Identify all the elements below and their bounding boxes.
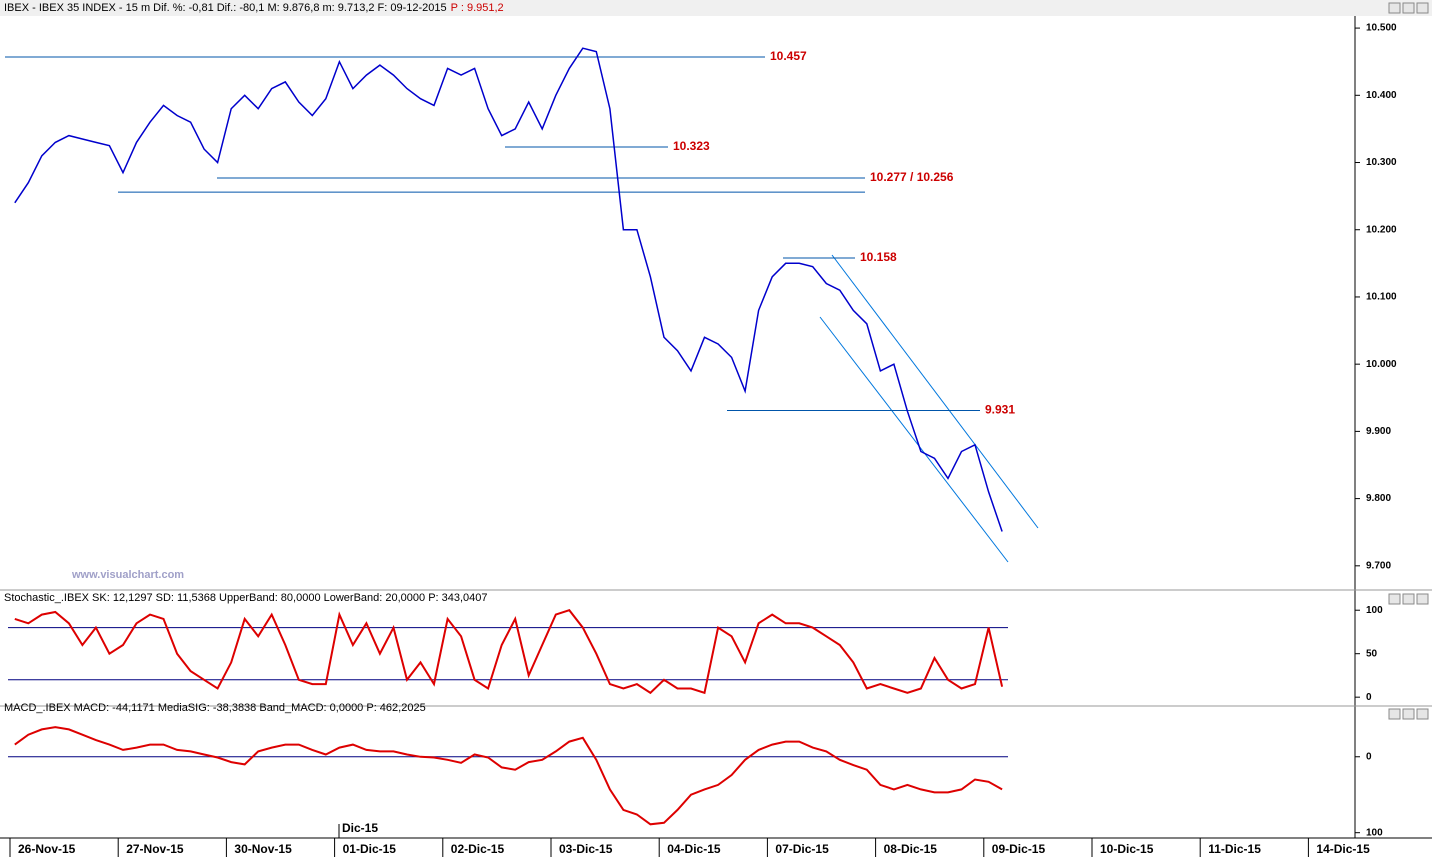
x-tick-label: 30-Nov-15 (234, 842, 292, 856)
trend-channel-upper (831, 254, 1039, 529)
series-line (14, 609, 1004, 695)
series-line (14, 47, 1003, 532)
level-label: 10.323 (673, 139, 710, 153)
x-tick-label: 27-Nov-15 (126, 842, 184, 856)
y-tick-label: 10.400 (1366, 90, 1397, 101)
x-tick-label: 11-Dic-15 (1208, 842, 1261, 856)
minimize-button[interactable] (1388, 2, 1401, 14)
y-tick-label: 100 (1366, 605, 1383, 616)
header-price: P : 9.951,2 (451, 2, 504, 14)
panel-title: MACD_.IBEX MACD: -44,1171 MediaSIG: -38,… (4, 702, 426, 714)
y-tick-label: 10.200 (1366, 224, 1397, 235)
x-tick-label: 07-Dic-15 (775, 842, 829, 856)
y-tick-label: 10.300 (1366, 157, 1397, 168)
chart-title: IBEX - IBEX 35 INDEX - 15 m Dif. %: -0,8… (4, 2, 504, 14)
y-tick-label: 10.500 (1366, 23, 1397, 34)
x-tick-label: 08-Dic-15 (884, 842, 938, 856)
x-tick-label: 26-Nov-15 (18, 842, 76, 856)
x-tick-label: 10-Dic-15 (1100, 842, 1154, 856)
month-label: Dic-15 (342, 821, 378, 835)
close-button[interactable] (1416, 593, 1429, 605)
x-tick-label: 09-Dic-15 (992, 842, 1046, 856)
x-tick-label: 04-Dic-15 (667, 842, 721, 856)
x-tick-label: 14-Dic-15 (1316, 842, 1370, 856)
y-tick-label: 10.100 (1366, 292, 1397, 303)
level-label: 9.931 (985, 403, 1015, 417)
watermark: www.visualchart.com (71, 569, 184, 581)
header-title: IBEX - IBEX 35 INDEX - 15 m Dif. %: -0,8… (4, 2, 447, 14)
y-tick-label: 9.900 (1366, 426, 1391, 437)
y-tick-label: 9.800 (1366, 493, 1391, 504)
x-tick-label: 01-Dic-15 (343, 842, 397, 856)
window-buttons[interactable] (1388, 2, 1429, 720)
level-label: 10.277 / 10.256 (870, 170, 954, 184)
y-tick-label: 9.700 (1366, 560, 1391, 571)
x-tick-label: 03-Dic-15 (559, 842, 613, 856)
maximize-button[interactable] (1402, 2, 1415, 14)
trend-channel-lower (819, 316, 1009, 563)
series-line (14, 726, 1003, 826)
y-tick-label: 50 (1366, 648, 1378, 659)
y-tick-label: 100 (1366, 827, 1383, 838)
y-tick-label: 0 (1366, 692, 1372, 703)
minimize-button[interactable] (1388, 593, 1401, 605)
close-button[interactable] (1416, 2, 1429, 14)
maximize-button[interactable] (1402, 593, 1415, 605)
level-label: 10.457 (770, 49, 807, 63)
close-button[interactable] (1416, 708, 1429, 720)
title-bar (0, 0, 1432, 16)
x-tick-label: 02-Dic-15 (451, 842, 505, 856)
panel-title: Stochastic_.IBEX SK: 12,1297 SD: 11,5368… (4, 592, 488, 604)
y-tick-label: 0 (1366, 751, 1372, 762)
maximize-button[interactable] (1402, 708, 1415, 720)
minimize-button[interactable] (1388, 708, 1401, 720)
level-label: 10.158 (860, 250, 897, 264)
y-tick-label: 10.000 (1366, 359, 1397, 370)
